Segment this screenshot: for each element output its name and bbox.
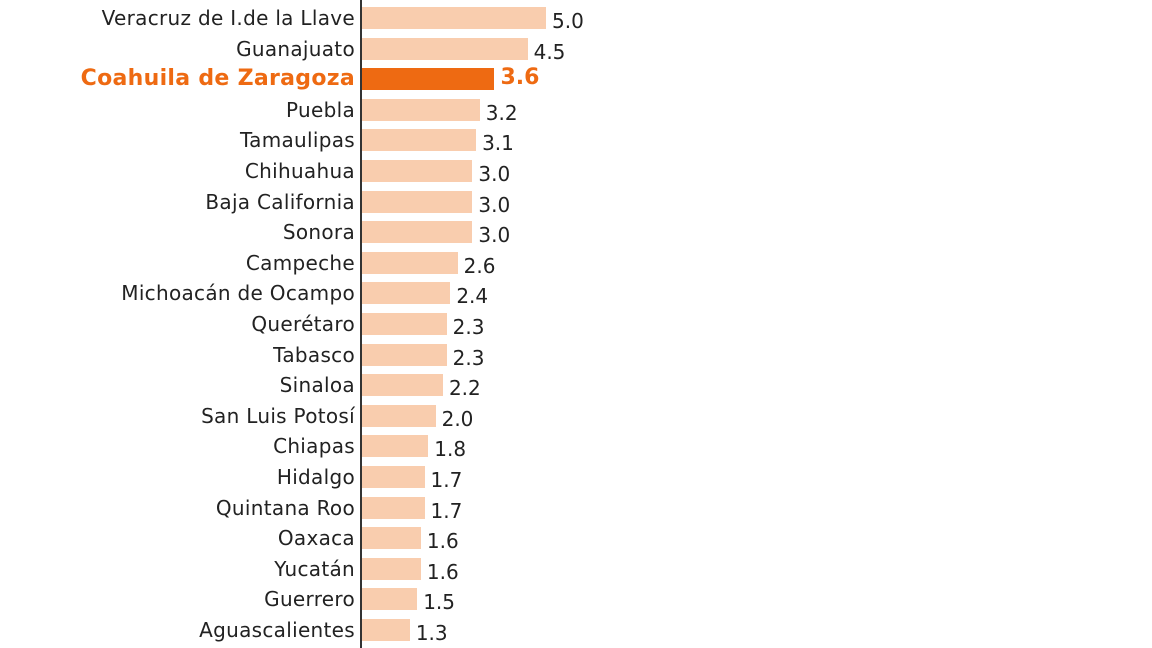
category-label: Chiapas: [273, 434, 355, 459]
bar: [362, 527, 421, 550]
category-label: Campeche: [245, 250, 355, 275]
bar-row: Hidalgo 1.7: [0, 462, 1152, 492]
bar-row: Puebla 3.2: [0, 95, 1152, 125]
bar: [362, 190, 473, 213]
category-label: San Luis Potosí: [201, 403, 355, 428]
value-label: 3.0: [478, 162, 511, 186]
bar: [362, 404, 436, 427]
category-label: Coahuila de Zaragoza: [80, 66, 355, 92]
category-label: Aguascalientes: [199, 618, 355, 642]
category-label: Sonora: [282, 220, 355, 245]
bar-row: Aguascalientes 1.3: [0, 615, 1152, 645]
bar: [362, 251, 458, 274]
value-label: 1.5: [423, 590, 455, 615]
category-label: Guanajuato: [236, 36, 355, 61]
value-label: 3.1: [482, 131, 514, 156]
bar: [362, 282, 451, 305]
category-label: Oaxaca: [277, 526, 355, 551]
bar-row: Guanajuato 4.5: [0, 34, 1152, 64]
value-label: 3.2: [485, 100, 518, 125]
bar: [362, 313, 447, 335]
category-label: Tamaulipas: [239, 128, 355, 153]
bar: [362, 588, 418, 611]
value-label: 2.2: [448, 376, 481, 401]
category-label: Baja California: [205, 189, 355, 214]
category-label: Chihuahua: [244, 159, 355, 183]
value-label: 2.4: [456, 284, 489, 309]
category-label: Puebla: [286, 97, 355, 122]
value-label: 1.6: [426, 529, 459, 554]
bar-row: Sonora 3.0: [0, 217, 1152, 247]
bar: [362, 557, 421, 580]
bar: [362, 496, 425, 519]
bar: [362, 37, 528, 60]
bar-row: Sinaloa 2.2: [0, 370, 1152, 400]
bar: [362, 68, 495, 91]
value-label: 1.7: [430, 468, 463, 492]
bar: [362, 343, 447, 366]
bar: [362, 374, 443, 397]
bar-row: Chihuahua 3.0: [0, 156, 1152, 186]
category-label: Tabasco: [273, 342, 355, 367]
category-label: Quintana Roo: [215, 495, 355, 520]
category-label: Hidalgo: [276, 465, 355, 489]
bar: [362, 7, 546, 29]
value-label: 4.5: [533, 39, 566, 64]
value-label: 1.3: [415, 621, 448, 645]
bar-row: Querétaro 2.3: [0, 309, 1152, 339]
bar: [362, 466, 425, 488]
bar-row: Guerrero 1.5: [0, 584, 1152, 614]
bar-row: Chiapas 1.8: [0, 431, 1152, 461]
category-label: Querétaro: [251, 312, 355, 336]
bar-row: Tabasco 2.3: [0, 340, 1152, 370]
bar: [362, 98, 480, 121]
category-label: Sinaloa: [279, 373, 355, 398]
value-label: 1.7: [430, 498, 463, 523]
y-axis-line: [360, 0, 362, 648]
bar: [362, 435, 429, 458]
category-label: Michoacán de Ocampo: [121, 281, 355, 306]
value-label: 2.6: [463, 253, 496, 278]
bar: [362, 129, 477, 152]
category-label: Yucatán: [274, 556, 355, 581]
bar-row: Quintana Roo 1.7: [0, 493, 1152, 523]
value-label: 3.0: [478, 192, 511, 217]
value-label: 2.3: [452, 345, 485, 370]
value-label: 1.8: [434, 437, 467, 462]
bar: [362, 221, 473, 244]
bar: [362, 160, 473, 182]
bar: [362, 619, 410, 641]
value-label: 3.0: [478, 223, 511, 248]
bar-row: Baja California 3.0: [0, 187, 1152, 217]
category-label: Veracruz de I.de la Llave: [101, 6, 355, 30]
value-label: 2.3: [452, 315, 485, 339]
bar-row: San Luis Potosí 2.0: [0, 401, 1152, 431]
bar-row: Oaxaca 1.6: [0, 523, 1152, 553]
bar-row-highlighted: Coahuila de Zaragoza 3.6: [0, 64, 1152, 94]
value-label: 2.0: [441, 406, 474, 431]
value-label: 1.6: [426, 559, 459, 584]
category-label: Guerrero: [264, 587, 355, 612]
bar-row: Michoacán de Ocampo 2.4: [0, 278, 1152, 308]
value-label: 3.6: [500, 65, 540, 91]
bar-row: Yucatán 1.6: [0, 554, 1152, 584]
bar-row: Veracruz de I.de la Llave 5.0: [0, 3, 1152, 33]
bar-row: Tamaulipas 3.1: [0, 125, 1152, 155]
bar-row: Campeche 2.6: [0, 248, 1152, 278]
value-label: 5.0: [552, 9, 584, 33]
